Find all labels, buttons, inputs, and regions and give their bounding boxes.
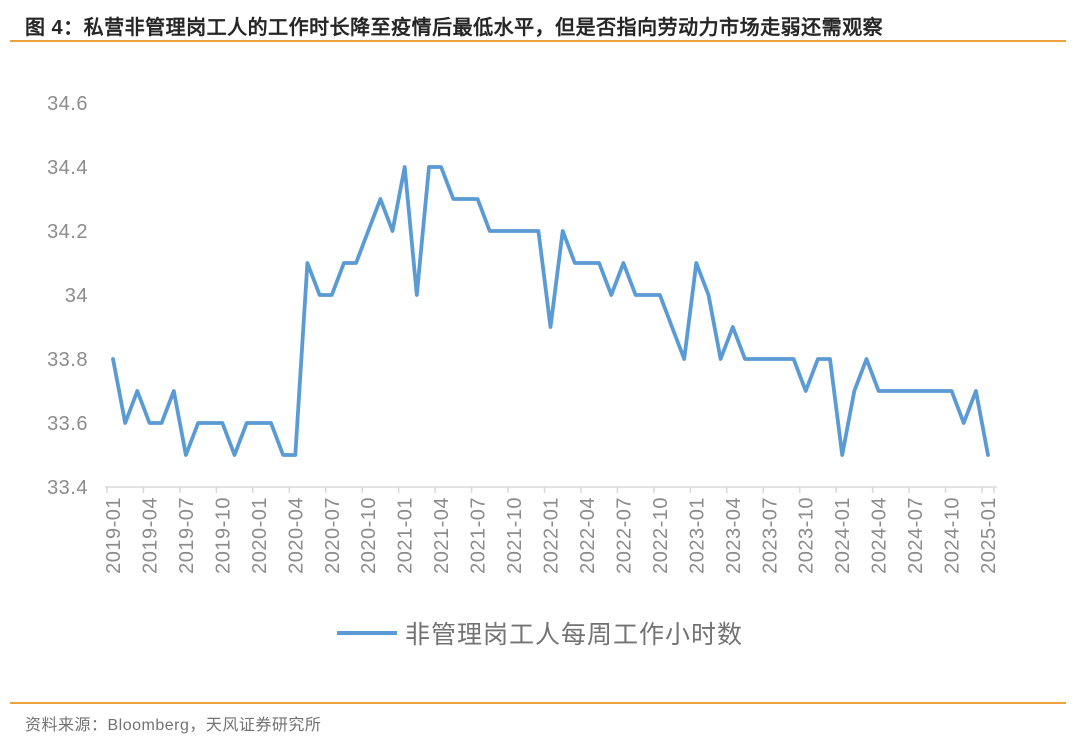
x-axis-tick-label: 2024-01 [832,497,854,574]
x-axis-tick-label: 2020-10 [358,497,380,574]
x-axis-tick-label: 2023-04 [723,497,745,574]
legend-line-swatch [336,631,397,635]
title-divider-line [10,40,1066,42]
series-line-weekly-hours [111,165,990,457]
x-axis-tick-label: 2024-10 [942,497,964,574]
x-axis-tick-label: 2022-04 [577,497,599,574]
x-axis-tick-label: 2022-07 [613,497,635,574]
y-axis-tick-label: 34 [65,285,88,307]
y-axis-tick-label: 34.4 [47,157,88,179]
x-axis-tick-label: 2019-10 [212,497,234,574]
x-axis-tick-label: 2023-01 [686,497,708,574]
x-axis-tick-label: 2022-01 [541,497,563,574]
x-axis-tick-label: 2020-04 [285,497,307,574]
figure-title-suffix: 观察 [842,17,884,39]
x-axis-tick-label: 2023-10 [796,497,818,574]
x-axis-tick-label: 2024-04 [869,497,891,574]
x-axis-tick-label: 2021-10 [504,497,526,574]
x-axis-tick-label: 2025-01 [978,497,1000,574]
y-axis-tick-label: 33.8 [47,349,88,371]
x-axis-tick-label: 2021-01 [395,497,417,574]
x-axis-tick-label: 2023-07 [759,497,781,574]
y-axis-tick-label: 34.2 [47,221,88,243]
legend-label: 非管理岗工人每周工作小时数 [404,621,743,649]
source-divider-line [10,702,1066,704]
x-axis-tick-label: 2020-07 [322,497,344,574]
chart-legend: 非管理岗工人每周工作小时数 [0,615,1080,651]
x-axis-tick-label: 2021-04 [431,497,453,574]
figure-title: 图 4：私营非管理岗工人的工作时长降至疫情后最低水平，但是否指向劳动力市场走弱还… [25,11,884,42]
y-axis-tick-label: 34.6 [47,93,88,115]
x-axis-tick-label: 2022-10 [650,497,672,574]
x-axis-tick-label: 2021-07 [468,497,490,574]
figure-title-underlined-text: 走弱还需 [760,17,843,42]
x-axis-tick-label: 2019-07 [176,497,198,574]
x-axis-tick-label: 2024-07 [905,497,927,574]
x-axis-tick-label: 2020-01 [249,497,271,574]
y-axis-tick-label: 33.4 [47,477,88,499]
source-note: 资料来源：Bloomberg，天风证券研究所 [25,717,322,734]
figure-title-prefix: 图 4：私营非管理岗工人的工作时长降至疫情后最低水平，但是否指向劳动力市场 [25,17,761,39]
x-axis-tick-label: 2019-04 [139,497,161,574]
y-axis-tick-label: 33.6 [47,413,88,435]
x-axis-tick-label: 2019-01 [103,497,125,574]
